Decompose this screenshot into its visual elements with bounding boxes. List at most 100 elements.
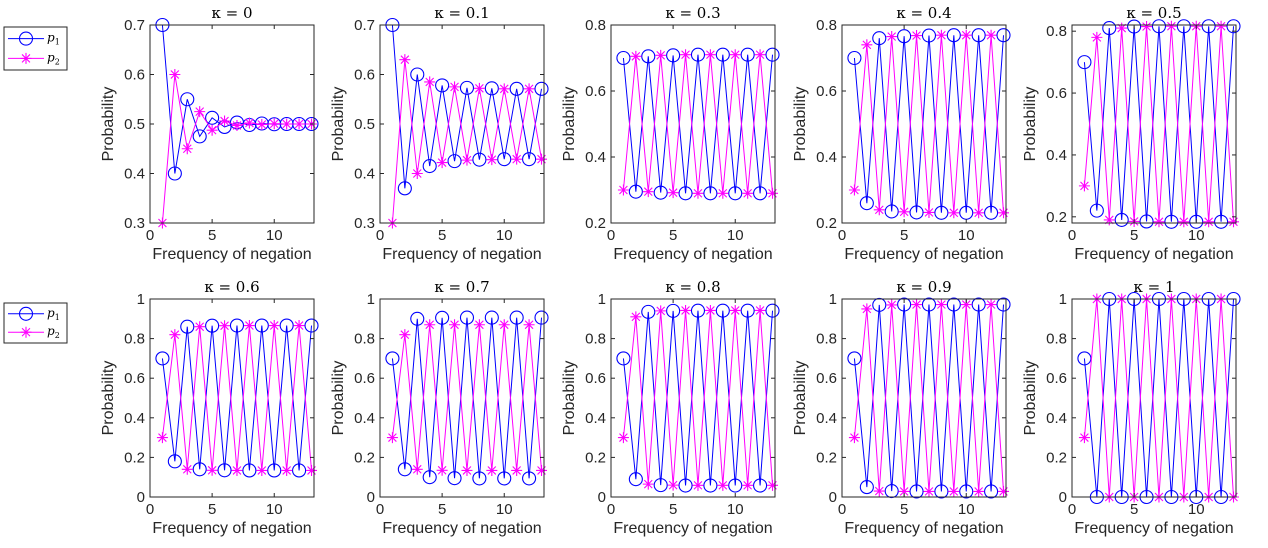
- data-point-p1: [740, 303, 755, 318]
- data-point-p1: [728, 186, 743, 201]
- data-point-p1: [472, 152, 487, 167]
- data-point-p2: [692, 479, 704, 491]
- data-point-p2: [256, 464, 268, 476]
- data-point-p2: [181, 463, 193, 475]
- data-point-p2: [998, 485, 1010, 497]
- subplot-title: κ = 0.5: [1126, 4, 1181, 22]
- subplot-7: 0 5 10 0 0.2 0.4 0.6 0.8 1 Frequency of negation P…: [330, 278, 549, 537]
- data-point-p2: [1116, 22, 1128, 34]
- data-point-p1: [690, 303, 706, 318]
- data-point-p2: [642, 478, 654, 490]
- x-tick-label: 10: [958, 501, 975, 518]
- data-point-p2: [985, 299, 997, 311]
- data-point-p1: [192, 129, 207, 144]
- series-line-p1: [391, 317, 543, 479]
- data-point-p2: [655, 305, 667, 317]
- data-point-p2: [449, 319, 461, 331]
- y-tick-label: 0.2: [585, 449, 606, 466]
- data-point-p2: [898, 206, 910, 218]
- data-point-p2: [630, 50, 642, 62]
- data-point-p1: [459, 80, 475, 95]
- data-point-p2: [281, 118, 293, 130]
- data-point-p1: [909, 484, 924, 499]
- data-point-p2: [960, 29, 972, 41]
- x-axis-label: Frequency of negation: [152, 520, 311, 537]
- x-tick-label: 0: [1068, 227, 1076, 244]
- data-point-p1: [959, 484, 974, 499]
- data-point-p2: [911, 299, 923, 311]
- data-point-p2: [998, 207, 1010, 219]
- x-tick-label: 0: [376, 227, 384, 244]
- data-point-p2: [306, 464, 318, 476]
- y-tick-label: 0.8: [1046, 23, 1067, 40]
- data-point-p1: [1201, 19, 1216, 34]
- data-point-p2: [293, 320, 305, 332]
- x-axis-label: Frequency of negation: [844, 520, 1003, 537]
- data-point-p2: [268, 320, 280, 332]
- data-point-p1: [628, 472, 643, 487]
- data-point-p1: [385, 351, 400, 366]
- data-point-p1: [1164, 214, 1179, 229]
- subplot-title: κ = 0.3: [665, 4, 720, 22]
- y-tick-label: 1: [598, 291, 606, 308]
- series-line-p1: [391, 24, 543, 189]
- x-tick-label: 10: [958, 227, 975, 244]
- subplot-5: 0 5 10 0.2 0.4 0.6 0.8 Frequency of negation Pro…: [1022, 4, 1241, 263]
- data-point-p1: [447, 154, 462, 169]
- axes-box: [379, 298, 545, 498]
- data-point-p2: [473, 319, 485, 331]
- data-point-p1: [628, 184, 643, 199]
- x-axis-label: Frequency of negation: [844, 246, 1003, 263]
- y-tick-label: 0.4: [816, 149, 837, 166]
- y-tick-label: 1: [1059, 291, 1067, 308]
- y-tick-label: 0.2: [816, 215, 837, 232]
- y-tick-label: 0.4: [1046, 147, 1067, 164]
- x-tick-label: 0: [146, 501, 154, 518]
- data-point-p2: [436, 157, 448, 169]
- data-point-p1: [859, 196, 874, 211]
- data-point-p2: [511, 153, 523, 165]
- y-axis-label: Probability: [330, 361, 347, 436]
- data-point-p1: [155, 351, 170, 366]
- data-point-p2: [1078, 180, 1090, 192]
- y-tick-label: 0.8: [816, 331, 837, 348]
- data-point-p1: [447, 471, 462, 486]
- data-point-p1: [167, 166, 182, 181]
- x-axis-label: Frequency of negation: [1074, 246, 1233, 263]
- x-tick-label: 5: [900, 227, 908, 244]
- data-point-p1: [509, 81, 524, 96]
- data-point-p2: [704, 49, 716, 61]
- y-tick-label: 0.4: [585, 149, 606, 166]
- data-point-p1: [897, 29, 912, 44]
- data-point-p2: [911, 30, 923, 42]
- data-point-p1: [192, 462, 207, 477]
- legend-box: [3, 302, 68, 344]
- data-point-p1: [641, 304, 656, 319]
- data-point-p2: [194, 321, 206, 333]
- y-tick-label: 0.6: [124, 67, 145, 84]
- data-point-p1: [872, 297, 887, 312]
- data-point-p2: [293, 118, 305, 130]
- y-axis-label: Probability: [561, 361, 578, 436]
- data-point-p1: [242, 463, 257, 478]
- x-tick-label: 0: [376, 501, 384, 518]
- y-tick-label: 0.8: [585, 17, 606, 34]
- data-point-p2: [960, 299, 972, 311]
- y-tick-label: 0.5: [124, 116, 145, 133]
- x-tick-label: 0: [1068, 501, 1076, 518]
- y-axis-label: Probability: [1022, 361, 1039, 436]
- data-point-p1: [872, 31, 887, 46]
- x-tick-label: 10: [266, 227, 283, 244]
- y-tick-label: 0.2: [124, 449, 145, 466]
- subplot-title: κ = 1: [1133, 278, 1174, 296]
- data-point-p1: [180, 92, 195, 107]
- data-point-p2: [486, 154, 498, 166]
- data-point-p1: [921, 28, 937, 43]
- data-point-p2: [1153, 216, 1165, 228]
- y-tick-label: 0.2: [1046, 449, 1067, 466]
- x-tick-label: 5: [669, 227, 677, 244]
- data-point-p1: [217, 463, 232, 478]
- data-point-p1: [205, 110, 220, 125]
- data-point-p2: [156, 432, 168, 444]
- data-point-p2: [667, 187, 679, 199]
